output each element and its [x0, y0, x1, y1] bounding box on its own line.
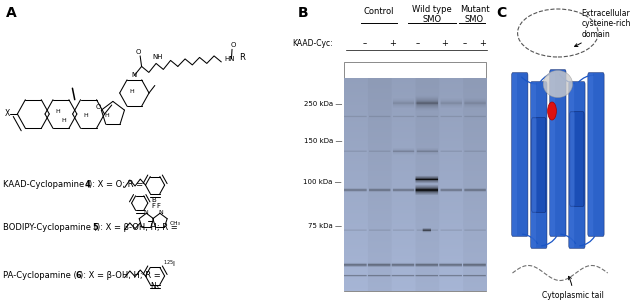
Text: PA-Cyclopamine (: PA-Cyclopamine ( — [3, 272, 76, 280]
Text: Cytoplasmic tail: Cytoplasmic tail — [541, 276, 604, 300]
Text: –: – — [462, 39, 466, 48]
FancyBboxPatch shape — [532, 118, 536, 212]
Text: 4: 4 — [85, 180, 90, 189]
Text: B: B — [151, 197, 155, 203]
Text: 250 kDa —: 250 kDa — — [304, 101, 342, 107]
FancyBboxPatch shape — [512, 74, 517, 236]
Text: +: + — [441, 39, 448, 48]
Text: BODIPY-Cyclopamine (: BODIPY-Cyclopamine ( — [3, 224, 97, 232]
FancyBboxPatch shape — [532, 118, 546, 212]
Text: NH: NH — [152, 54, 163, 60]
Text: A: A — [6, 6, 17, 20]
FancyBboxPatch shape — [550, 70, 566, 236]
Text: KAAD-Cyc:: KAAD-Cyc: — [292, 39, 333, 48]
Text: F: F — [152, 202, 155, 208]
Text: 100 kDa —: 100 kDa — — [303, 179, 342, 185]
Text: ): X = β-OH, H; R =: ): X = β-OH, H; R = — [97, 224, 178, 232]
FancyBboxPatch shape — [588, 73, 604, 236]
FancyBboxPatch shape — [512, 73, 528, 236]
Bar — [344, 61, 487, 291]
FancyBboxPatch shape — [531, 82, 536, 247]
Text: HN: HN — [224, 56, 234, 62]
Text: +: + — [479, 39, 486, 48]
Text: B: B — [298, 6, 308, 20]
Text: CH₃: CH₃ — [169, 221, 180, 226]
Text: N: N — [144, 210, 148, 214]
Text: Control: Control — [364, 8, 394, 16]
FancyBboxPatch shape — [589, 74, 593, 236]
Text: O: O — [231, 42, 236, 48]
Text: R: R — [239, 53, 245, 62]
Text: N: N — [132, 72, 137, 78]
Text: N₃: N₃ — [150, 282, 159, 291]
Ellipse shape — [543, 70, 573, 98]
Text: 6: 6 — [75, 272, 82, 280]
Text: X: X — [4, 110, 10, 118]
Text: –: – — [363, 39, 367, 48]
Text: KAAD-Cyclopamine (: KAAD-Cyclopamine ( — [3, 180, 90, 189]
Text: F: F — [156, 202, 160, 208]
FancyBboxPatch shape — [569, 82, 574, 247]
Text: 5: 5 — [93, 224, 99, 232]
FancyBboxPatch shape — [550, 70, 555, 236]
Circle shape — [548, 102, 557, 120]
Text: H: H — [104, 113, 110, 118]
Text: O: O — [95, 104, 101, 110]
Text: $^{125}$I: $^{125}$I — [163, 258, 176, 270]
Text: H: H — [61, 118, 66, 123]
Text: H: H — [83, 113, 88, 118]
FancyBboxPatch shape — [569, 82, 585, 248]
Text: Mutant
SMO: Mutant SMO — [460, 4, 489, 24]
Text: Extracellular
cysteine-rich
domain: Extracellular cysteine-rich domain — [575, 9, 631, 46]
Text: 150 kDa —: 150 kDa — — [303, 138, 342, 144]
Text: C: C — [496, 6, 506, 20]
Text: N: N — [159, 210, 163, 214]
Text: +: + — [389, 39, 396, 48]
Text: 75 kDa —: 75 kDa — — [308, 223, 342, 229]
FancyBboxPatch shape — [570, 112, 584, 206]
Text: –: – — [415, 39, 419, 48]
Text: O: O — [136, 49, 141, 55]
FancyBboxPatch shape — [570, 112, 575, 206]
FancyBboxPatch shape — [531, 82, 547, 248]
Text: ): X = O; R =: ): X = O; R = — [89, 180, 143, 189]
Text: H: H — [55, 109, 61, 114]
Text: ): X = β-OH, H; R =: ): X = β-OH, H; R = — [80, 272, 161, 280]
Text: Wild type
SMO: Wild type SMO — [412, 4, 452, 24]
Text: H: H — [129, 89, 134, 94]
